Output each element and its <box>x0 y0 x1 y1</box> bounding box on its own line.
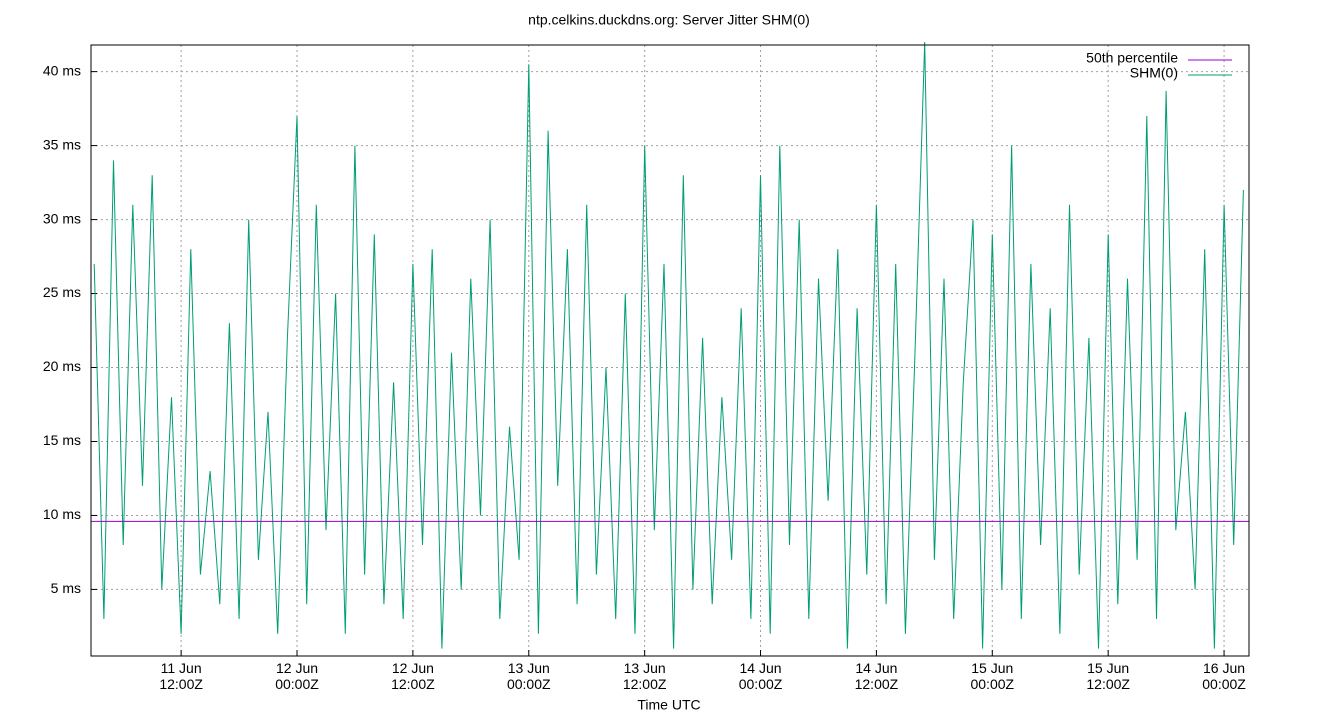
y-tick-label: 25 ms <box>43 284 81 300</box>
x-tick-label-line: 14 Jun <box>855 660 897 676</box>
x-tick-label-line: 12:00Z <box>159 676 203 692</box>
y-tick-label: 30 ms <box>43 210 81 226</box>
x-axis-label: Time UTC <box>637 697 700 713</box>
x-tick-label: 13 Jun 00:00Z <box>507 660 551 692</box>
plot-frame <box>90 44 1250 657</box>
x-tick-label: 15 Jun 12:00Z <box>1086 660 1130 692</box>
legend-label: SHM(0) <box>1130 65 1178 81</box>
x-tick-label: 13 Jun 12:00Z <box>623 660 667 692</box>
x-tick-label-line: 14 Jun <box>740 660 782 676</box>
x-tick-label-line: 13 Jun <box>508 660 550 676</box>
x-tick-label: 14 Jun 12:00Z <box>855 660 899 692</box>
y-tick-label: 15 ms <box>43 432 81 448</box>
x-tick-label-line: 12:00Z <box>1086 676 1130 692</box>
x-tick-label: 12 Jun 12:00Z <box>391 660 435 692</box>
x-tick-label-line: 16 Jun <box>1203 660 1245 676</box>
x-tick-label-line: 12:00Z <box>391 676 435 692</box>
legend-label: 50th percentile <box>1086 50 1178 66</box>
x-tick-label-line: 12:00Z <box>855 676 899 692</box>
x-tick-label-line: 15 Jun <box>1087 660 1129 676</box>
x-tick-label: 14 Jun 00:00Z <box>739 660 783 692</box>
x-tick-label-line: 12 Jun <box>276 660 318 676</box>
x-tick-label: 16 Jun 00:00Z <box>1202 660 1246 692</box>
chart-title: ntp.celkins.duckdns.org: Server Jitter S… <box>528 12 810 28</box>
y-tick-label: 20 ms <box>43 358 81 374</box>
x-tick-label-line: 11 Jun <box>161 660 202 676</box>
x-tick-label-line: 15 Jun <box>971 660 1013 676</box>
y-tick-label: 40 ms <box>43 62 81 78</box>
series-line <box>93 41 1244 649</box>
x-tick-label: 11 Jun 12:00Z <box>159 660 203 692</box>
y-tick-label: 35 ms <box>43 136 81 152</box>
x-tick-label: 12 Jun 00:00Z <box>275 660 319 692</box>
x-tick-label-line: 12:00Z <box>623 676 667 692</box>
x-tick-label-line: 00:00Z <box>275 676 319 692</box>
x-tick-label-line: 00:00Z <box>970 676 1014 692</box>
x-tick-label-line: 00:00Z <box>1202 676 1246 692</box>
x-tick-label-line: 12 Jun <box>392 660 434 676</box>
y-tick-label: 10 ms <box>43 506 81 522</box>
x-tick-label-line: 13 Jun <box>624 660 666 676</box>
x-tick-label-line: 00:00Z <box>739 676 783 692</box>
y-tick-label: 5 ms <box>51 580 81 596</box>
x-tick-label-line: 00:00Z <box>507 676 551 692</box>
x-tick-label: 15 Jun 00:00Z <box>970 660 1014 692</box>
